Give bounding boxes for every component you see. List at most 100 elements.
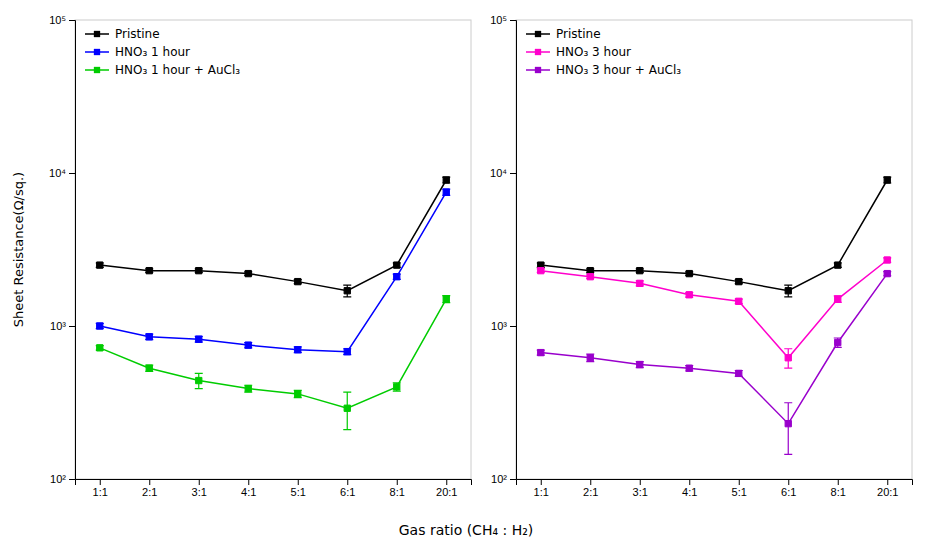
marker xyxy=(637,280,643,286)
y-axis: 10²10³10⁴10⁵ xyxy=(49,14,75,485)
tick-label: 10⁴ xyxy=(49,167,66,179)
marker xyxy=(245,270,251,276)
axis-line xyxy=(69,21,76,480)
legend-label: HNO₃ 3 hour xyxy=(556,45,631,59)
axis-line xyxy=(510,21,517,480)
marker xyxy=(295,347,301,353)
legend-label: HNO₃ 1 hour xyxy=(115,45,190,59)
tick-mark xyxy=(887,479,888,485)
x-tick: 4:1 xyxy=(682,479,697,498)
error-bar xyxy=(195,373,203,388)
tick-label: 2:1 xyxy=(142,486,157,498)
marker xyxy=(538,349,544,355)
x-tick: 1:1 xyxy=(534,479,549,498)
series xyxy=(537,257,892,368)
marker xyxy=(835,296,841,302)
tick-mark xyxy=(541,479,542,485)
marker xyxy=(587,274,593,280)
axis-line xyxy=(517,480,913,486)
series xyxy=(96,177,451,297)
marker xyxy=(835,262,841,268)
marker xyxy=(97,262,103,268)
legend-label: Pristine xyxy=(556,27,601,41)
marker xyxy=(884,257,890,263)
marker xyxy=(736,278,742,284)
tick-mark xyxy=(248,479,249,485)
error-bar xyxy=(883,258,891,262)
marker xyxy=(785,355,791,361)
series xyxy=(537,177,892,297)
series xyxy=(96,189,451,355)
error-bar xyxy=(685,365,693,371)
x-tick: 20:1 xyxy=(877,479,898,498)
tick-mark xyxy=(640,479,641,485)
y-tick: 10³ xyxy=(491,320,516,332)
tick-label: 10² xyxy=(50,473,66,485)
tick-mark xyxy=(397,479,398,485)
legend-marker xyxy=(94,31,100,37)
y-axis-label: Sheet Resistance(Ω/sq.) xyxy=(11,172,26,327)
error-bar xyxy=(784,285,792,297)
line xyxy=(100,180,447,291)
tick-label: 8:1 xyxy=(390,486,405,498)
marks xyxy=(96,177,451,430)
x-tick: 4:1 xyxy=(241,479,256,498)
error-bar xyxy=(735,370,743,376)
tick-label: 10⁴ xyxy=(490,167,507,179)
legend-marker xyxy=(94,67,100,73)
tick-mark xyxy=(69,20,75,21)
tick-mark xyxy=(510,479,516,480)
marks xyxy=(537,177,892,454)
line xyxy=(100,192,447,352)
y-tick: 10⁵ xyxy=(490,14,516,26)
marker xyxy=(884,270,890,276)
legend-marker xyxy=(535,49,541,55)
marker xyxy=(637,361,643,367)
marker xyxy=(146,365,152,371)
tick-label: 20:1 xyxy=(436,486,457,498)
tick-label: 3:1 xyxy=(192,486,207,498)
tick-label: 10⁵ xyxy=(49,14,66,26)
marker xyxy=(443,177,449,183)
tick-mark xyxy=(838,479,839,485)
marker xyxy=(146,334,152,340)
line xyxy=(100,299,447,408)
x-tick: 5:1 xyxy=(291,479,306,498)
legend-item: Pristine xyxy=(85,27,160,41)
x-tick: 6:1 xyxy=(340,479,355,498)
legend: Pristine HNO₃ 1 hour HNO₃ 1 hour + AuCl₃ xyxy=(85,27,240,77)
marker xyxy=(394,262,400,268)
x-tick: 1:1 xyxy=(93,479,108,498)
error-bar xyxy=(883,177,891,183)
tick-mark xyxy=(347,479,348,485)
x-axis: 1:1 2:1 3:1 4:1 5:1 6:1 8:1 20:1 xyxy=(76,479,472,498)
axis-line xyxy=(76,480,472,486)
x-tick: 8:1 xyxy=(831,479,846,498)
x-tick: 20:1 xyxy=(436,479,457,498)
legend-label: HNO₃ 1 hour + AuCl₃ xyxy=(115,63,240,77)
error-bar xyxy=(343,392,351,430)
error-bar xyxy=(685,293,693,298)
error-bar xyxy=(537,350,545,355)
error-bar xyxy=(244,385,252,392)
y-tick: 10² xyxy=(50,473,75,485)
tick-mark xyxy=(739,479,740,485)
tick-label: 5:1 xyxy=(732,486,747,498)
error-bar xyxy=(636,281,644,286)
x-tick: 5:1 xyxy=(732,479,747,498)
x-axis-label: Gas ratio (CH₄ : H₂) xyxy=(399,522,534,538)
series xyxy=(96,296,451,430)
marker xyxy=(443,189,449,195)
tick-label: 8:1 xyxy=(831,486,846,498)
marker xyxy=(196,336,202,342)
plot-frame xyxy=(516,20,912,479)
marker xyxy=(344,405,350,411)
tick-label: 1:1 xyxy=(534,486,549,498)
y-tick: 10⁵ xyxy=(49,14,75,26)
error-bar xyxy=(735,299,743,304)
tick-mark xyxy=(100,479,101,485)
marker xyxy=(245,385,251,391)
line xyxy=(541,180,888,291)
error-bar xyxy=(145,334,153,339)
panel: 10²10³10⁴10⁵1:12:13:14:15:16:18:120:1She… xyxy=(11,14,472,498)
